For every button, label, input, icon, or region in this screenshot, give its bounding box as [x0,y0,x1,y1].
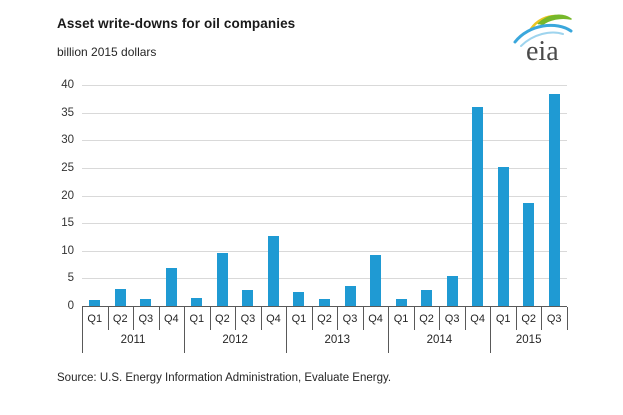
x-tick-label-2014-q1: Q1 [393,312,409,325]
y-axis-label: 30 [61,134,74,147]
x-year-label-2014: 2014 [426,334,453,346]
bar-2012-q4 [267,236,279,306]
x-quarter-tick [209,307,211,330]
x-quarter-tick [311,307,313,330]
bar-2015-q1 [497,166,509,306]
y-axis-label: 35 [61,106,74,119]
bar-2013-q1 [293,291,305,306]
x-quarter-tick [567,307,568,330]
bar-2012-q3 [242,289,254,306]
x-quarter-tick [337,307,339,330]
x-tick-label-2013-q3: Q3 [342,312,358,325]
y-axis-label: 10 [61,244,74,257]
gridline [82,250,567,252]
eia-logo: eia [513,14,573,67]
source-note: Source: U.S. Energy Information Administ… [57,372,392,384]
y-axis-label: 25 [61,161,74,174]
y-axis-label: 0 [67,300,74,312]
bar-2011-q4 [165,268,177,306]
logo-blue-swoosh [513,23,573,44]
x-tick-label-2012-q4: Q4 [266,312,281,325]
bar-2014-q1 [395,298,407,306]
logo-green-swoosh [537,14,572,26]
gridline [82,167,567,169]
x-year-label-2013: 2013 [324,334,351,346]
x-tick-label-2011-q3: Q3 [138,312,154,325]
bar-2015-q2 [523,203,535,306]
gridline [82,112,567,114]
x-quarter-tick [541,307,543,330]
logo-text: eia [526,36,559,67]
bar-2013-q4 [370,255,382,306]
bar-2015-q3 [548,93,560,306]
x-tick-label-2012-q1: Q1 [189,312,205,325]
x-year-divider [490,307,492,353]
bar-2012-q1 [191,298,203,306]
x-quarter-tick [107,307,109,330]
x-quarter-tick [260,307,262,330]
x-tick-label-2014-q4: Q4 [470,312,485,325]
x-tick-label-2014-q3: Q3 [444,312,460,325]
y-axis-label: 40 [61,79,74,91]
page-title: Asset write-downs for oil companies [57,16,296,31]
x-tick-label-2014-q2: Q2 [419,312,434,325]
x-tick-label-2015-q3: Q3 [546,312,562,325]
bar-2011-q3 [140,298,152,306]
y-axis-label: 15 [61,217,74,230]
gridline [82,140,567,142]
bar-2012-q2 [216,252,228,306]
y-axis-label: 5 [67,272,74,285]
x-quarter-tick [413,307,415,330]
bar-2013-q2 [319,298,330,306]
gridline [82,195,567,197]
x-tick-label-2012-q3: Q3 [240,312,256,325]
x-quarter-tick [158,307,160,330]
x-year-divider [184,307,186,353]
x-quarter-tick [464,307,466,330]
logo-blue-light-swoosh [520,31,564,47]
x-quarter-tick [235,307,237,330]
bar-2011-q2 [114,288,126,306]
x-year-divider [388,307,390,353]
x-tick-label-2011-q1: Q1 [87,312,103,325]
x-year-divider [82,307,83,353]
x-quarter-tick [515,307,517,330]
gridline [82,278,567,280]
x-tick-label-2011-q4: Q4 [163,312,179,325]
y-axis-label: 20 [61,189,74,202]
bar-2014-q4 [472,107,484,306]
x-year-divider [286,307,288,353]
x-year-label-2015: 2015 [515,334,542,346]
bar-2011-q1 [89,300,101,306]
x-quarter-tick [362,307,364,330]
x-quarter-tick [133,307,135,330]
bar-2013-q3 [344,286,356,306]
x-tick-label-2012-q2: Q2 [215,312,230,325]
bar-2014-q2 [421,289,433,306]
x-tick-label-2011-q2: Q2 [112,312,128,325]
x-tick-label-2013-q1: Q1 [291,312,307,325]
x-tick-label-2015-q1: Q1 [495,312,511,325]
x-year-label-2011: 2011 [120,334,146,346]
x-tick-label-2013-q2: Q2 [317,312,332,325]
bar-2014-q3 [446,275,458,306]
x-quarter-tick [439,307,441,330]
x-year-label-2012: 2012 [222,334,248,346]
gridline [82,223,567,225]
x-axis-line [82,306,567,307]
chart-subtitle: billion 2015 dollars [57,45,157,59]
gridline [82,85,567,86]
x-tick-label-2013-q4: Q4 [368,312,383,325]
x-tick-label-2015-q2: Q2 [521,312,537,325]
